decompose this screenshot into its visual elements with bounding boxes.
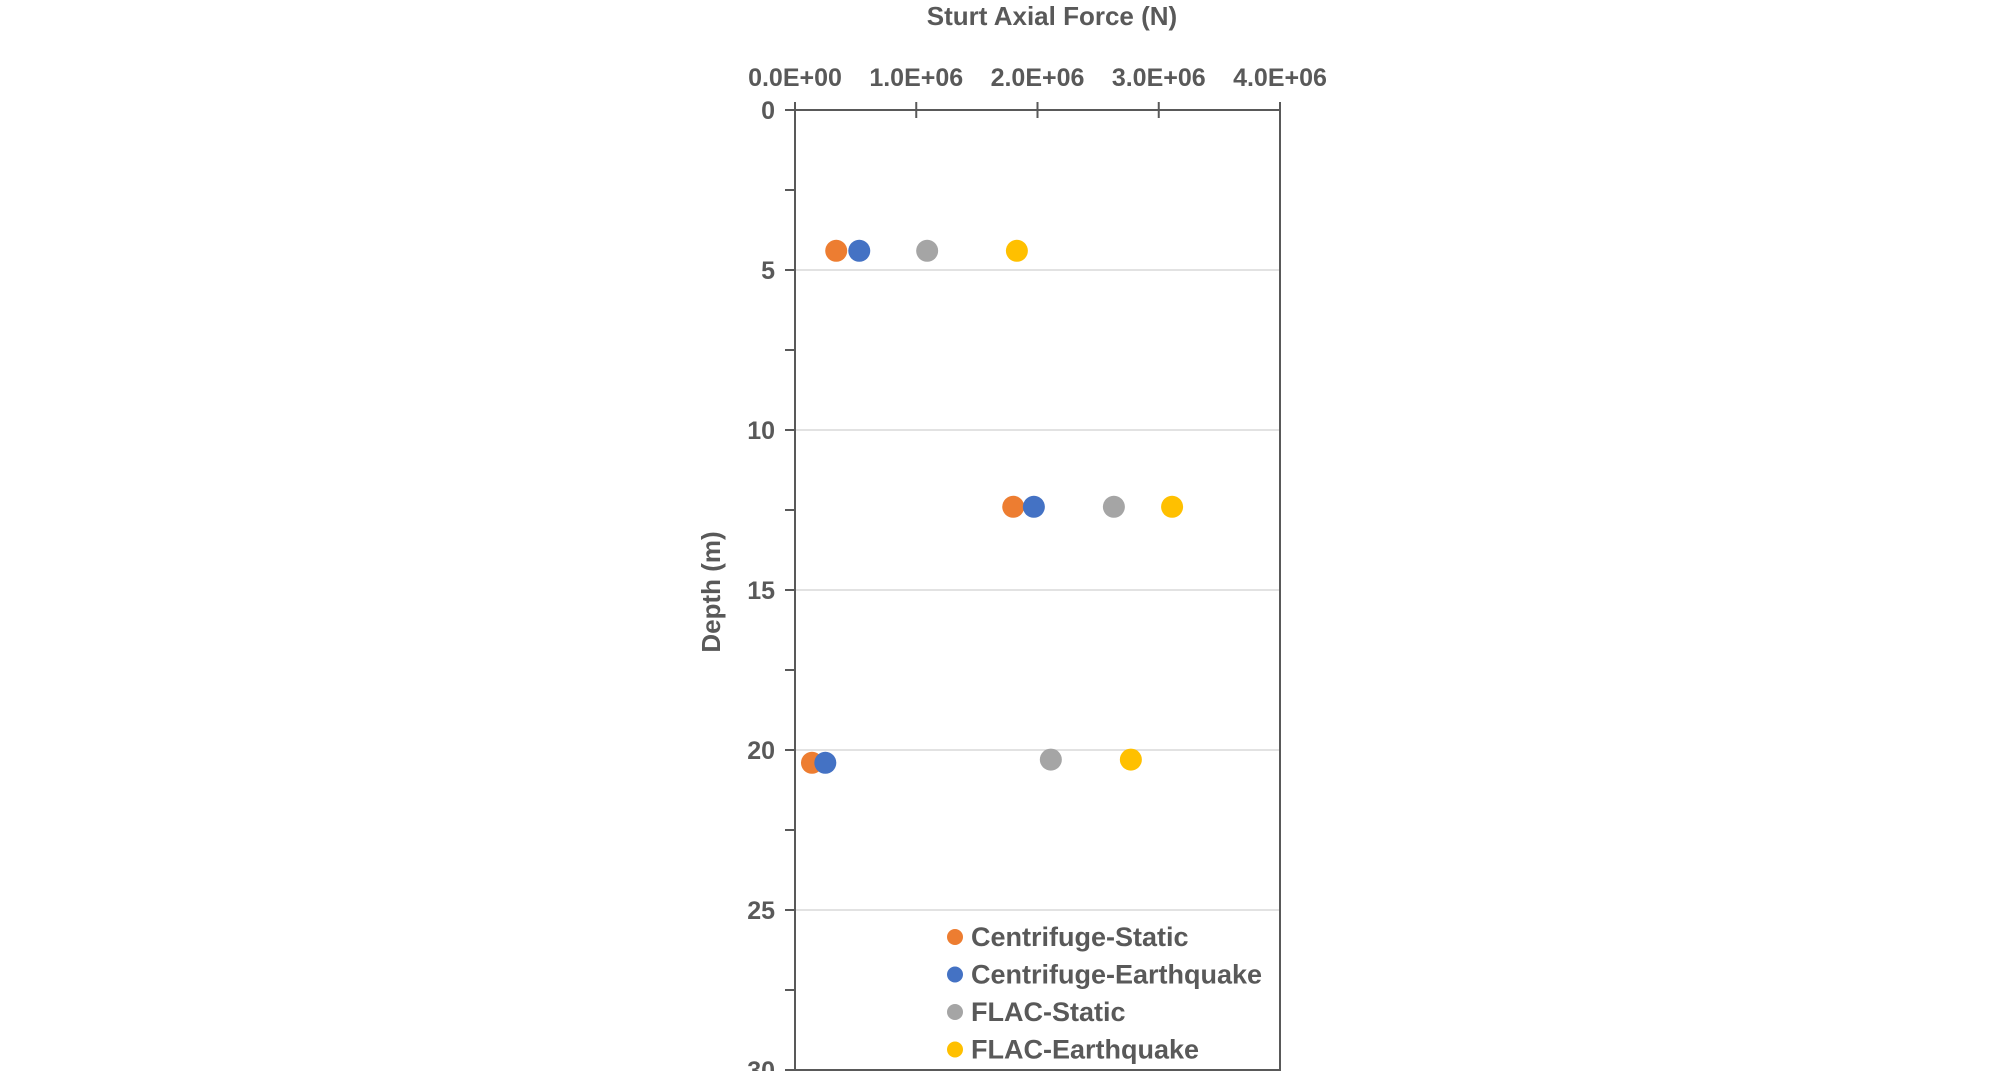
legend-marker [947, 966, 963, 983]
x-tick-label: 2.0E+06 [991, 64, 1085, 92]
data-points [800, 239, 1184, 774]
legend-item: Centrifuge-Earthquake [947, 960, 1262, 990]
point-flac-earthquake-3 [1119, 748, 1142, 771]
gridlines [795, 269, 1280, 911]
point-centrifuge-earthquake-2 [1022, 495, 1045, 518]
y-tick-label: 20 [747, 737, 775, 765]
legend-label: FLAC-Static [971, 997, 1126, 1027]
point-centrifuge-earthquake-1 [848, 239, 871, 262]
x-axis-title: Sturt Axial Force (N) [927, 1, 1177, 31]
y-tick-label: 10 [747, 417, 775, 445]
tick-marks [785, 102, 1281, 1071]
legend: Centrifuge-Static Centrifuge-Earthquake FL… [947, 922, 1262, 1065]
point-centrifuge-static-1 [825, 239, 848, 262]
y-axis-title: Depth (m) [696, 531, 726, 652]
point-flac-static-2 [1102, 495, 1125, 518]
y-tick-label: 0 [761, 97, 775, 125]
legend-marker [947, 929, 963, 945]
point-centrifuge-static-2 [1002, 495, 1025, 518]
y-tick-label: 30 [747, 1057, 775, 1071]
point-flac-static-3 [1039, 748, 1062, 771]
legend-marker [947, 1004, 963, 1020]
x-tick-label: 3.0E+06 [1112, 64, 1206, 92]
point-centrifuge-earthquake-3 [814, 751, 837, 774]
x-tick-label: 1.0E+06 [869, 64, 963, 92]
legend-label: Centrifuge-Static [971, 922, 1189, 952]
legend-label: FLAC-Earthquake [971, 1035, 1199, 1065]
x-tick-labels: 0.0E+00 1.0E+06 2.0E+06 3.0E+06 4.0E+06 [748, 64, 1327, 92]
y-tick-label: 5 [761, 257, 775, 285]
point-flac-earthquake-2 [1161, 495, 1184, 518]
legend-item: FLAC-Earthquake [947, 1035, 1199, 1065]
legend-marker [947, 1041, 963, 1058]
x-tick-label: 0.0E+00 [748, 64, 842, 92]
y-tick-labels: 0 5 10 15 20 25 30 [747, 97, 775, 1076]
legend-label: Centrifuge-Earthquake [971, 960, 1262, 990]
y-tick-label: 25 [747, 897, 775, 925]
legend-item: Centrifuge-Static [947, 922, 1189, 952]
legend-item: FLAC-Static [947, 997, 1126, 1027]
point-flac-earthquake-1 [1005, 239, 1028, 262]
y-tick-label: 15 [747, 577, 775, 605]
x-tick-label: 4.0E+06 [1233, 64, 1327, 92]
point-flac-static-1 [916, 239, 939, 262]
